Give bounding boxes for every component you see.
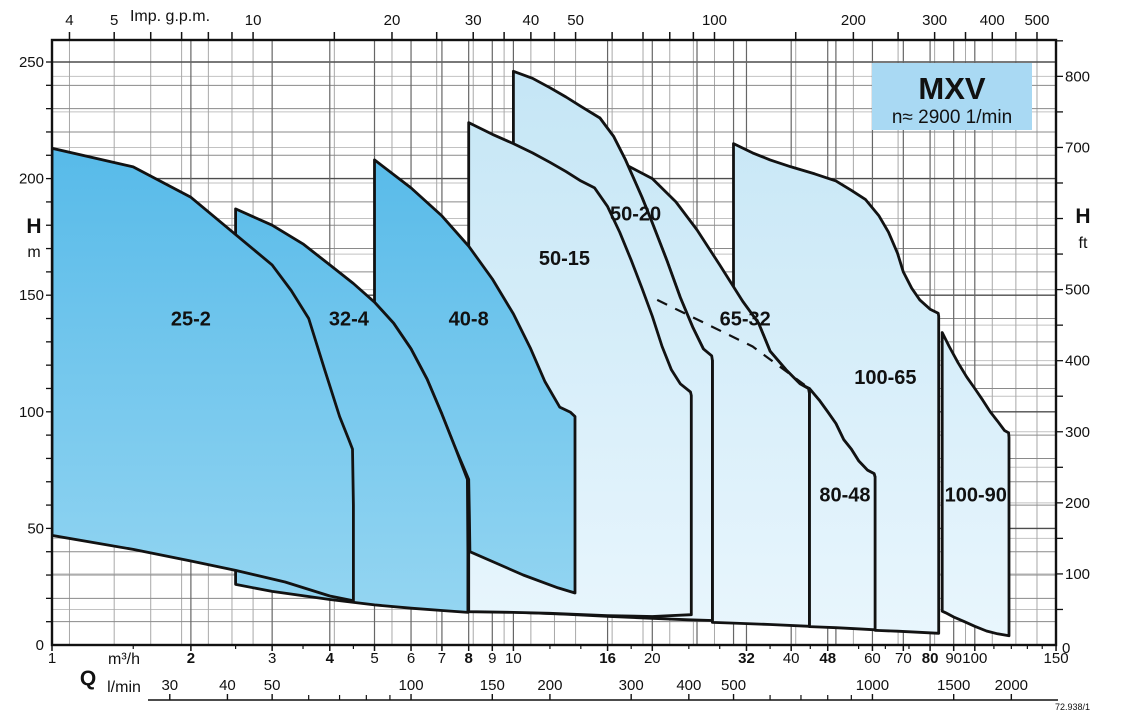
chart-title-speed: n≈ 2900 1/min: [892, 107, 1012, 128]
left-axis-unit: m: [27, 244, 40, 261]
bottom-axis-unit-lmin: l/min: [107, 679, 141, 696]
tick-label-lmin: 300: [619, 677, 644, 694]
tick-label-m: 100: [19, 404, 44, 421]
tick-label-gpm: 100: [702, 12, 727, 29]
tick-label-lmin: 200: [537, 677, 562, 694]
tick-label-m-zero: 0: [36, 637, 44, 654]
bottom-axis-unit-m3h: m³/h: [108, 651, 140, 668]
envelope-label-100-90: 100-90: [945, 485, 1007, 507]
tick-label-m: 250: [19, 54, 44, 71]
tick-label-m3h: 48: [819, 650, 836, 667]
tick-label-m3h: 10: [505, 650, 522, 667]
dashed-divider: [656, 298, 811, 390]
tick-label-m3h: 1: [48, 650, 56, 667]
envelope-80-48: [808, 387, 877, 632]
tick-label-gpm: 500: [1024, 12, 1049, 29]
envelope-25-2: [52, 146, 355, 603]
tick-label-gpm: 4: [65, 12, 73, 29]
tick-label-ft: 800: [1065, 68, 1090, 85]
tick-label-m3h: 6: [407, 650, 415, 667]
tick-label-m3h: 9: [488, 650, 496, 667]
tick-label-m: 50: [27, 520, 44, 537]
title-box-background: [872, 63, 1032, 130]
tick-label-ft-zero: 0: [1062, 640, 1070, 657]
tick-label-lmin: 500: [721, 677, 746, 694]
tick-label-ft: 200: [1065, 495, 1090, 512]
tick-label-lmin: 50: [264, 677, 281, 694]
title-box: MXV n≈ 2900 1/min: [872, 63, 1032, 130]
tick-label-m3h: 40: [783, 650, 800, 667]
tick-label-m3h: 32: [738, 650, 755, 667]
drawing-code: 72.938/1: [1055, 702, 1090, 712]
tick-label-lmin: 100: [399, 677, 424, 694]
chart-title-model: MXV: [918, 71, 986, 106]
bottom-axis-title: Q: [80, 667, 96, 690]
right-axis-unit: ft: [1079, 235, 1088, 252]
envelope-label-50-15: 50-15: [539, 248, 590, 270]
tick-label-m3h: 2: [187, 650, 195, 667]
tick-label-ft: 300: [1065, 424, 1090, 441]
tick-label-lmin: 40: [219, 677, 236, 694]
tick-label-m3h: 150: [1044, 650, 1069, 667]
envelope-label-32-4: 32-4: [329, 309, 370, 331]
envelope-label-80-48: 80-48: [819, 485, 870, 507]
tick-label-m3h: 80: [922, 650, 939, 667]
pump-envelopes: [52, 69, 1011, 638]
tick-label-ft: 500: [1065, 282, 1090, 299]
envelope-label-50-20: 50-20: [610, 204, 661, 226]
tick-label-lmin: 150: [480, 677, 505, 694]
tick-label-gpm: 300: [922, 12, 947, 29]
envelope-label-65-32: 65-32: [720, 309, 771, 331]
envelope-100-90: [940, 331, 1011, 638]
tick-label-m3h: 7: [438, 650, 446, 667]
tick-label-lmin: 1000: [856, 677, 889, 694]
tick-label-gpm: 30: [465, 12, 482, 29]
tick-label-m3h: 90: [945, 650, 962, 667]
top-axis-unit-label: Imp. g.p.m.: [130, 8, 210, 25]
tick-label-m3h: 5: [370, 650, 378, 667]
dashed-divider-line: [656, 298, 811, 390]
tick-label-ft: 700: [1065, 139, 1090, 156]
envelope-labels: 100-90 100-65 80-48 65-32 50-20 50-15 40-8 32-4…: [171, 204, 1007, 507]
tick-label-m: 200: [19, 171, 44, 188]
tick-label-m3h: 4: [326, 650, 335, 667]
tick-label-m3h: 20: [644, 650, 661, 667]
tick-label-m3h: 100: [962, 650, 987, 667]
tick-label-gpm: 200: [841, 12, 866, 29]
tick-label-gpm: 50: [567, 12, 584, 29]
tick-label-m3h: 3: [268, 650, 276, 667]
tick-label-m3h: 70: [895, 650, 912, 667]
tick-label-m3h: 60: [864, 650, 881, 667]
tick-label-gpm: 5: [110, 12, 118, 29]
tick-label-m3h: 8: [465, 650, 473, 667]
tick-label-gpm: 40: [523, 12, 540, 29]
envelope-label-100-65: 100-65: [854, 367, 916, 389]
tick-label-m3h: 16: [599, 650, 616, 667]
tick-label-lmin: 1500: [937, 677, 970, 694]
envelope-label-25-2: 25-2: [171, 309, 211, 331]
tick-label-ft: 400: [1065, 353, 1090, 370]
tick-label-ft: 100: [1065, 566, 1090, 583]
tick-label-gpm: 400: [980, 12, 1005, 29]
left-axis-title: H: [26, 215, 41, 238]
tick-label-lmin: 400: [676, 677, 701, 694]
tick-label-gpm: 10: [245, 12, 262, 29]
tick-label-gpm: 20: [384, 12, 401, 29]
tick-label-lmin: 30: [161, 677, 178, 694]
right-axis-title: H: [1075, 205, 1090, 228]
envelope-label-40-8: 40-8: [449, 309, 489, 331]
axis-ticks: [46, 32, 1063, 701]
tick-label-lmin: 2000: [995, 677, 1028, 694]
tick-label-m: 150: [19, 287, 44, 304]
